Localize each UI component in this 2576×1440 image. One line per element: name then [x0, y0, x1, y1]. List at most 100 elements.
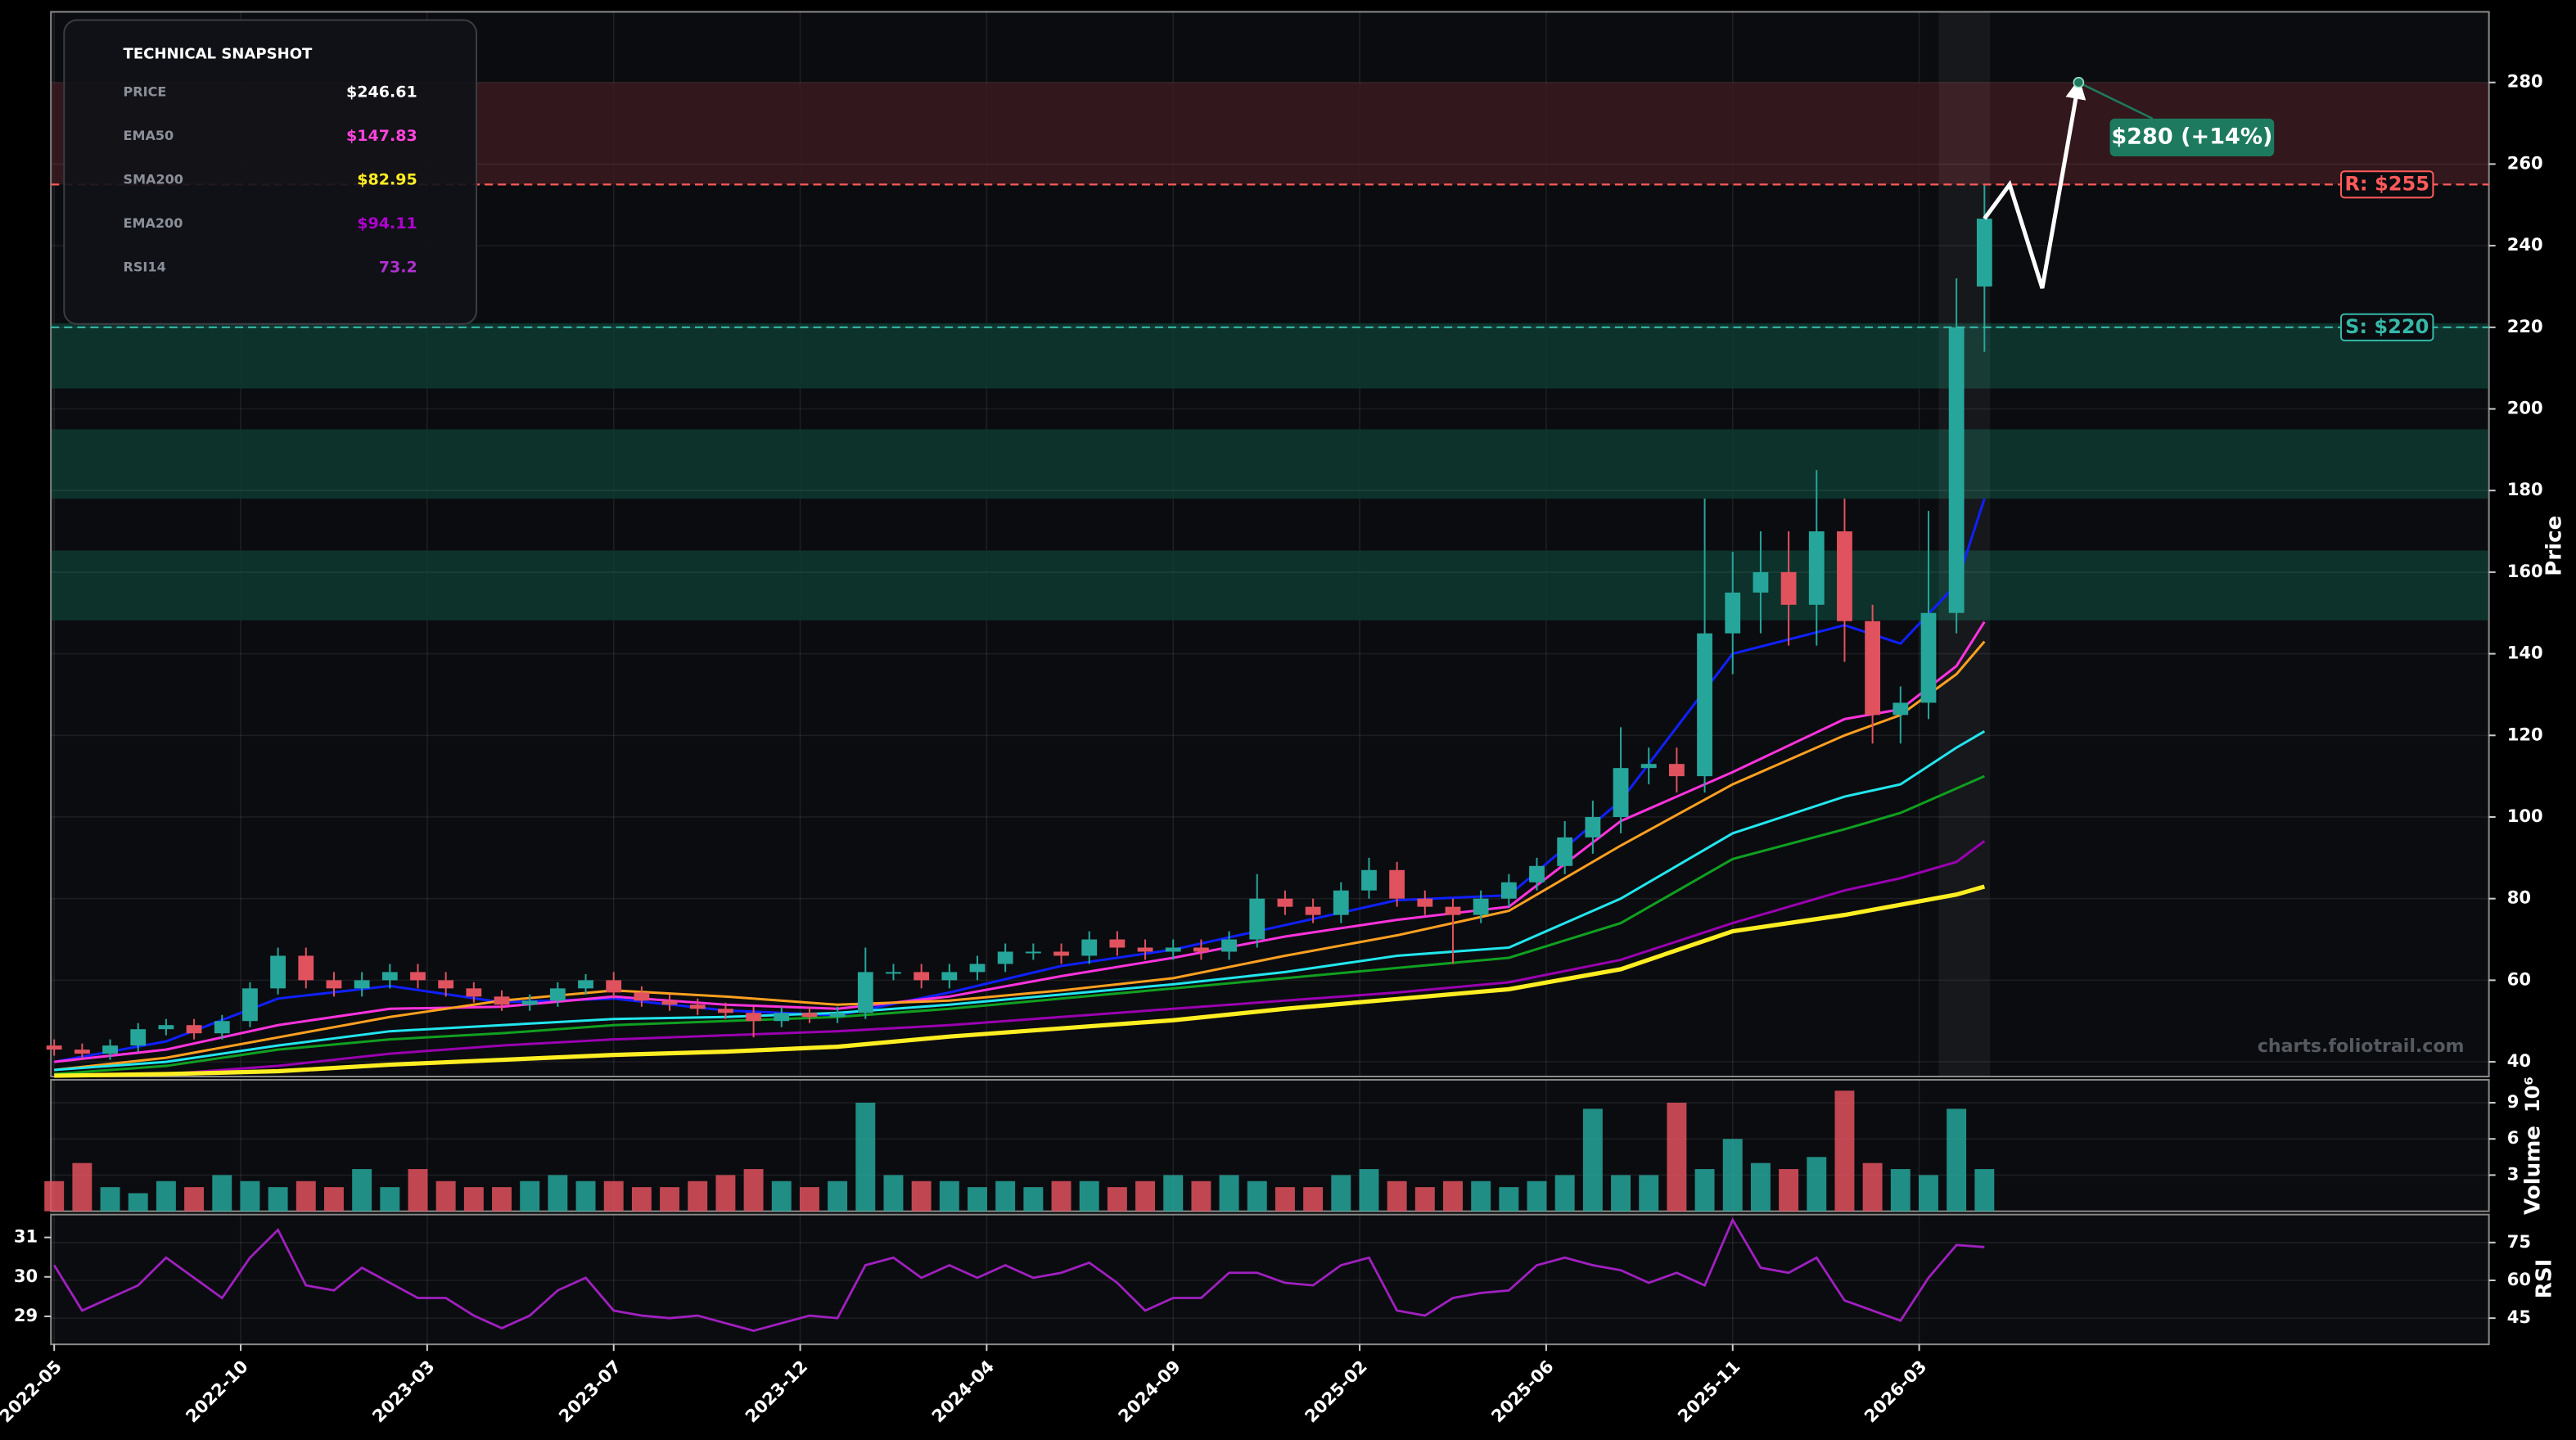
volume-bar: [463, 1187, 484, 1212]
candle-body: [1725, 592, 1741, 634]
volume-bar: [1807, 1157, 1827, 1212]
candle-body: [270, 955, 286, 989]
volume-bar: [1359, 1169, 1379, 1212]
volume-bar: [1890, 1169, 1911, 1212]
volume-bar: [995, 1180, 1016, 1212]
y-tick-label: 200: [2507, 398, 2543, 418]
volume-bar: [828, 1180, 848, 1212]
candle-body: [1585, 816, 1601, 837]
snapshot-label: RSI14: [124, 260, 166, 275]
candle-body: [1948, 327, 1965, 613]
candle-body: [494, 996, 510, 1005]
candle-body: [1025, 951, 1041, 954]
candle-body: [1920, 612, 1937, 703]
candle-body: [1249, 898, 1265, 940]
volume-bar: [1387, 1180, 1407, 1212]
volume-bar: [548, 1175, 568, 1212]
volume-bar: [1919, 1175, 1938, 1212]
volume-bar: [1582, 1108, 1603, 1212]
candle-body: [1613, 768, 1629, 817]
level-label-box: [2339, 170, 2434, 199]
snapshot-label: EMA50: [124, 128, 174, 143]
candle-body: [1221, 939, 1237, 952]
volume-bar: [631, 1187, 652, 1212]
candle-body: [689, 1004, 706, 1009]
candle-body: [1529, 865, 1545, 883]
candle-body: [661, 1000, 678, 1005]
y-tick-label: 29: [14, 1305, 38, 1325]
volume-bar: [72, 1162, 92, 1212]
candle-body: [1865, 621, 1881, 715]
candle-body: [1780, 571, 1797, 605]
volume-bar: [603, 1180, 624, 1212]
volume-bar: [380, 1187, 400, 1212]
volume-bar: [688, 1180, 708, 1212]
candle-body: [914, 972, 930, 981]
volume-bar: [799, 1187, 819, 1212]
candle-body: [186, 1025, 202, 1034]
volume-bar: [1750, 1162, 1771, 1212]
candle-body: [521, 1000, 538, 1005]
candle-body: [1053, 951, 1069, 956]
moving-average-line: [54, 840, 1986, 1078]
candle-body: [1389, 869, 1405, 899]
candle-body: [1557, 837, 1573, 866]
volume-bar: [1107, 1187, 1127, 1212]
volume-bar: [1163, 1175, 1184, 1212]
target-point: [2073, 76, 2085, 88]
zone: [52, 323, 2488, 389]
candle-body: [746, 1013, 761, 1022]
candle-body: [829, 1013, 846, 1018]
y-tick-label: 100: [2507, 806, 2543, 826]
snapshot-panel: TECHNICAL SNAPSHOT PRICE $246.61 EMA50 $147…: [63, 19, 478, 325]
candle-body: [1165, 947, 1181, 952]
moving-average-line: [54, 621, 1986, 1063]
volume-bar: [323, 1187, 344, 1212]
volume-bar: [1862, 1162, 1883, 1212]
candle-body: [46, 1045, 62, 1050]
y-tick-label: 160: [2507, 561, 2543, 581]
candle-body: [1445, 906, 1461, 915]
volume-bar: [435, 1180, 456, 1212]
candle-body: [1500, 882, 1517, 899]
candle-body: [1697, 633, 1712, 777]
candle-body: [801, 1013, 818, 1018]
snapshot-value: $94.11: [357, 214, 417, 232]
volume-bar: [1303, 1187, 1324, 1212]
y-tick-label: 280: [2507, 71, 2543, 92]
highlight-band: [1938, 11, 1991, 1077]
volume-bar: [1639, 1175, 1659, 1212]
price-axis-label: Price: [2542, 516, 2566, 576]
y-tick-label: 180: [2507, 479, 2543, 499]
volume-bar: [240, 1180, 260, 1212]
snapshot-label: EMA200: [124, 215, 183, 231]
y-tick-label: 260: [2507, 152, 2543, 173]
volume-bar: [128, 1193, 148, 1212]
target-label-box: [2109, 118, 2275, 157]
candle-body: [1193, 947, 1209, 952]
volume-bar: [743, 1169, 764, 1212]
volume-bar: [911, 1180, 932, 1212]
candle-body: [718, 1009, 733, 1013]
volume-bar: [1471, 1180, 1491, 1212]
snapshot-value: $147.83: [346, 127, 417, 145]
candle-body: [1137, 947, 1153, 952]
volume-bar: [883, 1175, 904, 1212]
y-tick-label: 120: [2507, 724, 2543, 744]
candle-body: [886, 972, 901, 974]
candle-body: [1753, 571, 1769, 593]
volume-bar: [939, 1180, 959, 1212]
volume-bar: [1247, 1180, 1267, 1212]
volume-bar: [1079, 1180, 1099, 1212]
volume-bar: [968, 1187, 987, 1212]
y-tick-label: 9: [2507, 1091, 2520, 1112]
y-tick-label: 60: [2507, 1269, 2531, 1289]
candle-body: [381, 972, 398, 981]
candle-body: [326, 980, 342, 989]
candle-body: [997, 951, 1013, 964]
y-tick-label: 30: [14, 1266, 38, 1286]
candle-body: [1109, 939, 1126, 948]
candle-body: [438, 980, 454, 989]
volume-bar: [1051, 1180, 1071, 1212]
candle-body: [1668, 764, 1685, 777]
